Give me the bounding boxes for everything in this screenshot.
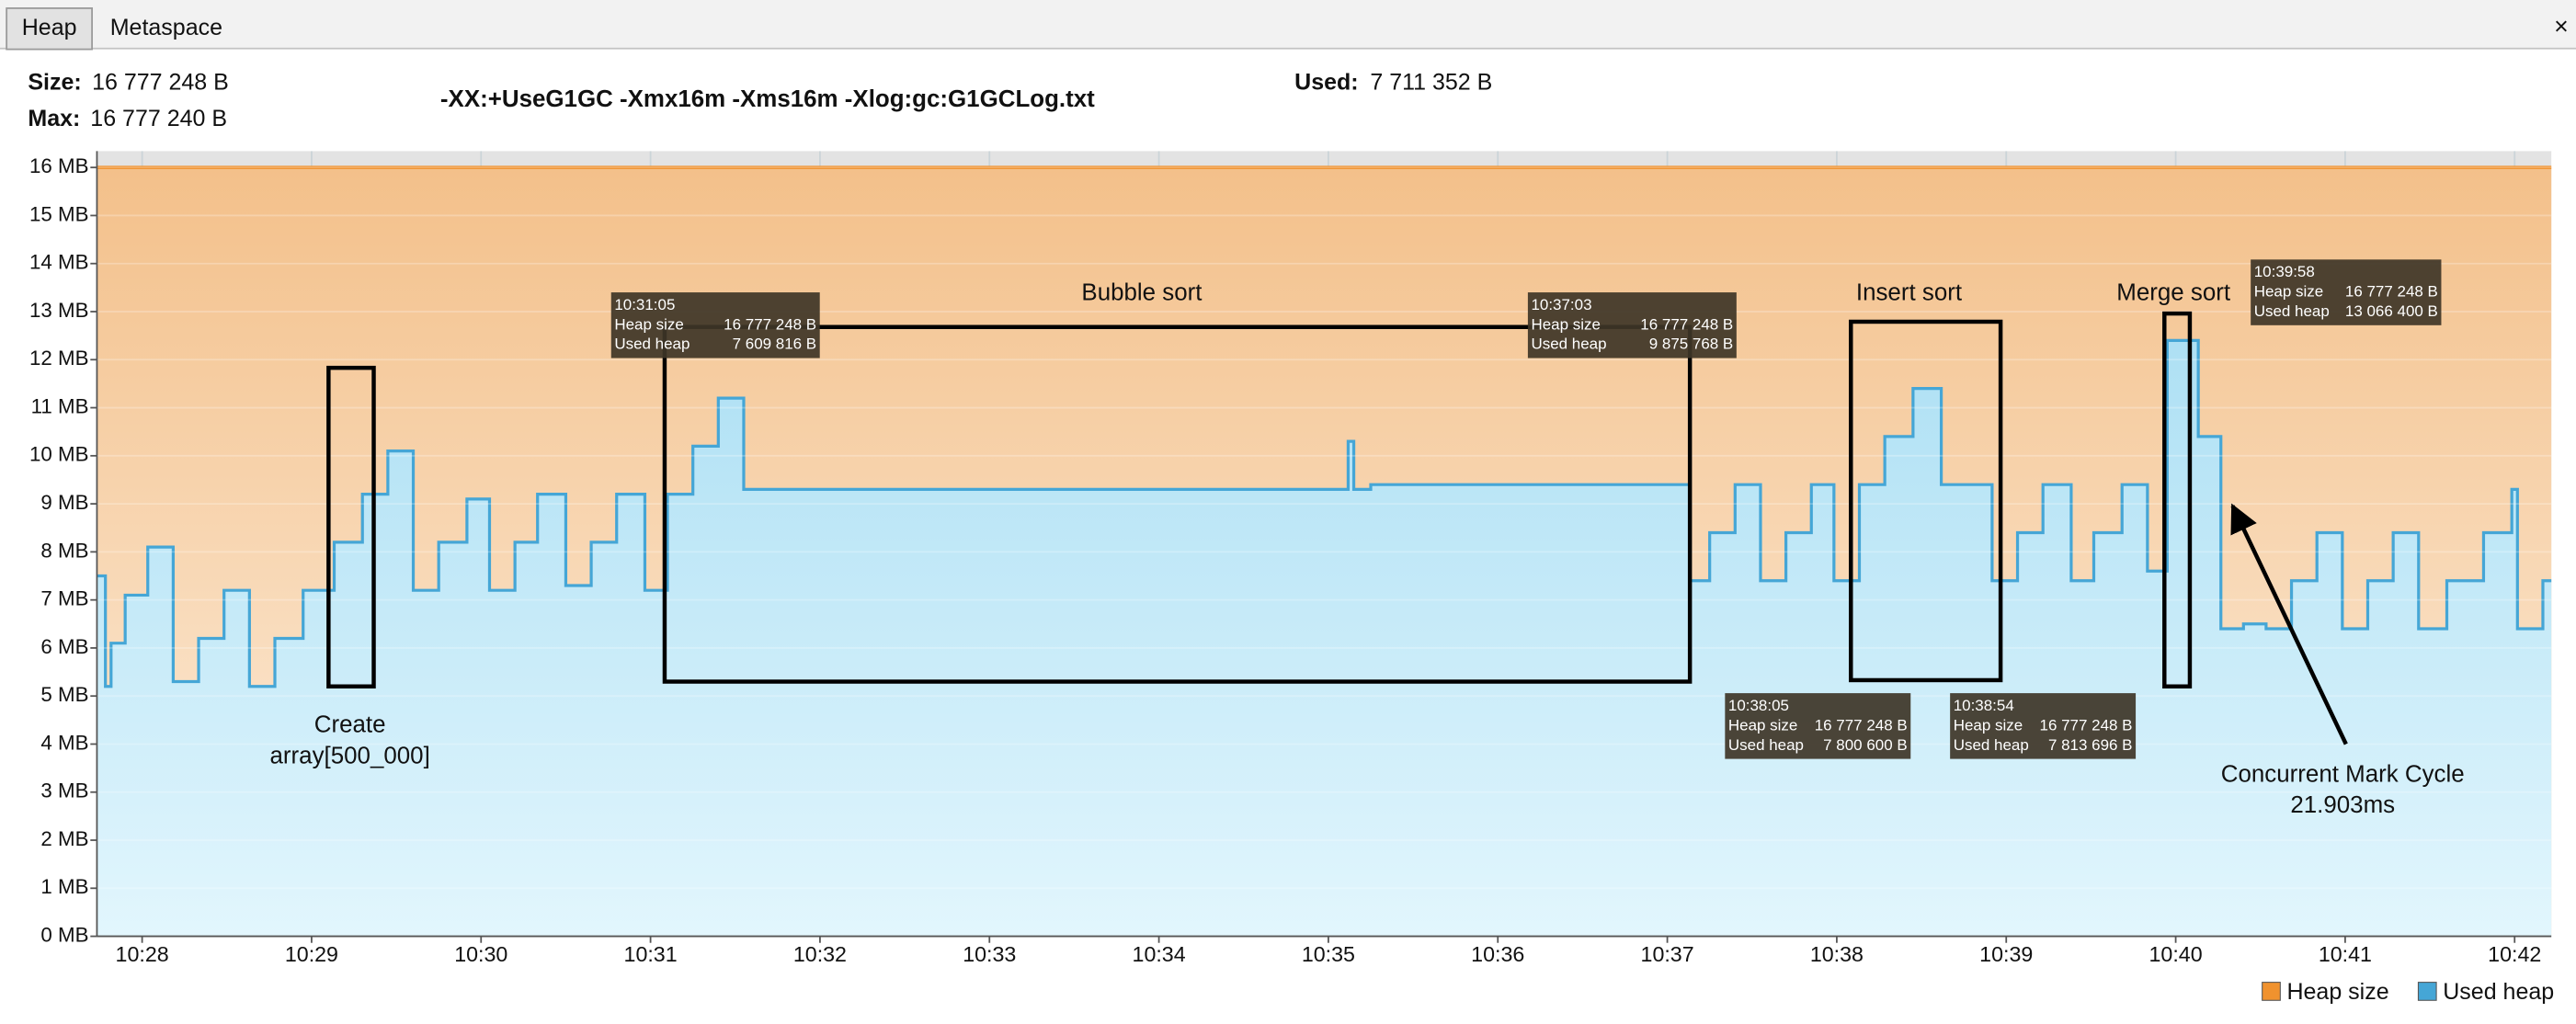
y-tick-label: 5 MB <box>40 683 88 706</box>
annotation-box <box>326 365 376 688</box>
y-tick-label: 12 MB <box>29 347 89 370</box>
tooltip <box>1950 693 2137 759</box>
tooltip-label: Used heap <box>614 336 690 353</box>
x-tick-label: 10:32 <box>793 942 847 966</box>
info-value: 16 777 248 B <box>92 70 229 96</box>
y-tick-label: 4 MB <box>40 731 88 754</box>
tab-bar <box>0 0 2576 50</box>
tooltip <box>610 292 820 358</box>
tooltip <box>1527 292 1737 358</box>
tooltip-label: Used heap <box>1531 336 1606 353</box>
y-tick-label: 15 MB <box>29 202 89 225</box>
x-tick-label: 10:36 <box>1471 942 1524 966</box>
y-tick-label: 8 MB <box>40 539 88 562</box>
tooltip-label: Used heap <box>1728 736 1804 754</box>
note: 21.903ms <box>2290 792 2395 818</box>
tooltip-time: 10:38:54 <box>1954 697 2014 714</box>
annotation-box <box>2162 311 2193 688</box>
tooltip-value: 16 777 248 B <box>1815 716 1908 734</box>
x-tick-label: 10:39 <box>1979 942 2033 966</box>
annotation-label: Create <box>314 712 386 738</box>
area <box>97 340 2552 937</box>
tooltip-time: 10:39:58 <box>2254 263 2315 280</box>
tooltip-value: 16 777 248 B <box>1640 315 1733 333</box>
note: Concurrent Mark Cycle <box>2221 761 2465 787</box>
jvm-args: -XX:+UseG1GC -Xmx16m -Xms16m -Xlog:gc:G1… <box>440 86 1095 112</box>
x-tick-label: 10:29 <box>285 942 338 966</box>
tooltip-value: 16 777 248 B <box>724 315 816 333</box>
close-button[interactable]: × <box>2554 12 2569 40</box>
info-label: Size: <box>28 70 81 96</box>
x-tick-label: 10:37 <box>1641 942 1694 966</box>
y-tick-label: 16 MB <box>29 154 89 177</box>
tooltip-value: 13 066 400 B <box>2345 302 2438 320</box>
tooltip-label: Heap size <box>2254 283 2323 301</box>
tooltip-time: 10:37:03 <box>1531 296 1591 313</box>
line <box>97 338 2552 688</box>
y-tick-label: 9 MB <box>40 491 88 514</box>
legend-label: Heap size <box>2286 979 2388 1005</box>
tooltip-label: Heap size <box>1531 315 1600 333</box>
plot: 0 MB 1 MB 2 MB 3 MB 4 MB 5 MB 6 MB 7 MB 8 MB 9 MB… <box>29 151 2554 1005</box>
tooltip-value: 16 777 248 B <box>2345 283 2438 301</box>
legend-swatch <box>2262 982 2281 1001</box>
x-tick-label: 10:28 <box>116 942 169 966</box>
info-label: Used: <box>1294 70 1358 96</box>
tab[interactable]: Heap <box>22 15 77 40</box>
y-tick-label: 2 MB <box>40 827 88 850</box>
x-tick-label: 10:42 <box>2488 942 2541 966</box>
annotation-label: Merge sort <box>2116 280 2231 306</box>
info-value: 7 711 352 B <box>1370 70 1492 96</box>
tooltip <box>1725 693 1911 759</box>
y-tick-label: 1 MB <box>40 875 88 898</box>
annotation-label: array[500_000] <box>269 744 429 769</box>
x-tick-label: 10:35 <box>1302 942 1355 966</box>
x-tick-label: 10:33 <box>963 942 1016 966</box>
tooltip-label: Used heap <box>2254 302 2330 320</box>
tooltip-value: 7 813 696 B <box>2048 736 2133 754</box>
y-tick-label: 14 MB <box>29 251 89 274</box>
x-tick-label: 10:38 <box>1810 942 1864 966</box>
legend-swatch <box>2417 982 2437 1001</box>
annotation-box <box>1849 319 2003 683</box>
tooltip-label: Heap size <box>1728 716 1797 734</box>
y-tick-label: 3 MB <box>40 779 88 802</box>
x-tick-label: 10:30 <box>454 942 507 966</box>
annotation-label: Insert sort <box>1856 280 1963 306</box>
x-tick-label: 10:31 <box>624 942 678 966</box>
y-tick-label: 13 MB <box>29 299 89 322</box>
info-label: Max: <box>28 106 80 131</box>
tab[interactable]: Metaspace <box>110 15 222 40</box>
info-value: 16 777 240 B <box>90 106 227 131</box>
x-tick-label: 10:41 <box>2319 942 2372 966</box>
tooltip-label: Used heap <box>1954 736 2029 754</box>
arrow <box>2230 503 2348 745</box>
y-tick-label: 0 MB <box>40 923 88 946</box>
tooltip-label: Heap size <box>1954 716 2023 734</box>
y-tick-label: 10 MB <box>29 443 89 466</box>
legend-label: Used heap <box>2443 979 2554 1005</box>
y-tick-label: 6 MB <box>40 635 88 658</box>
tooltip-value: 16 777 248 B <box>2040 716 2133 734</box>
tooltip-value: 7 609 816 B <box>733 336 817 353</box>
tooltip-label: Heap size <box>614 315 683 333</box>
tooltip-value: 9 875 768 B <box>1649 336 1734 353</box>
tooltip-time: 10:31:05 <box>614 296 675 313</box>
tooltip <box>2251 259 2442 325</box>
y-tick-label: 7 MB <box>40 587 88 610</box>
y-tick-label: 11 MB <box>31 394 89 417</box>
tab-selected[interactable] <box>6 7 93 51</box>
tooltip-value: 7 800 600 B <box>1823 736 1908 754</box>
x-tick-label: 10:34 <box>1133 942 1186 966</box>
tooltip-time: 10:38:05 <box>1728 697 1789 714</box>
x-tick-label: 10:40 <box>2149 942 2203 966</box>
annotation-label: Bubble sort <box>1081 280 1203 306</box>
